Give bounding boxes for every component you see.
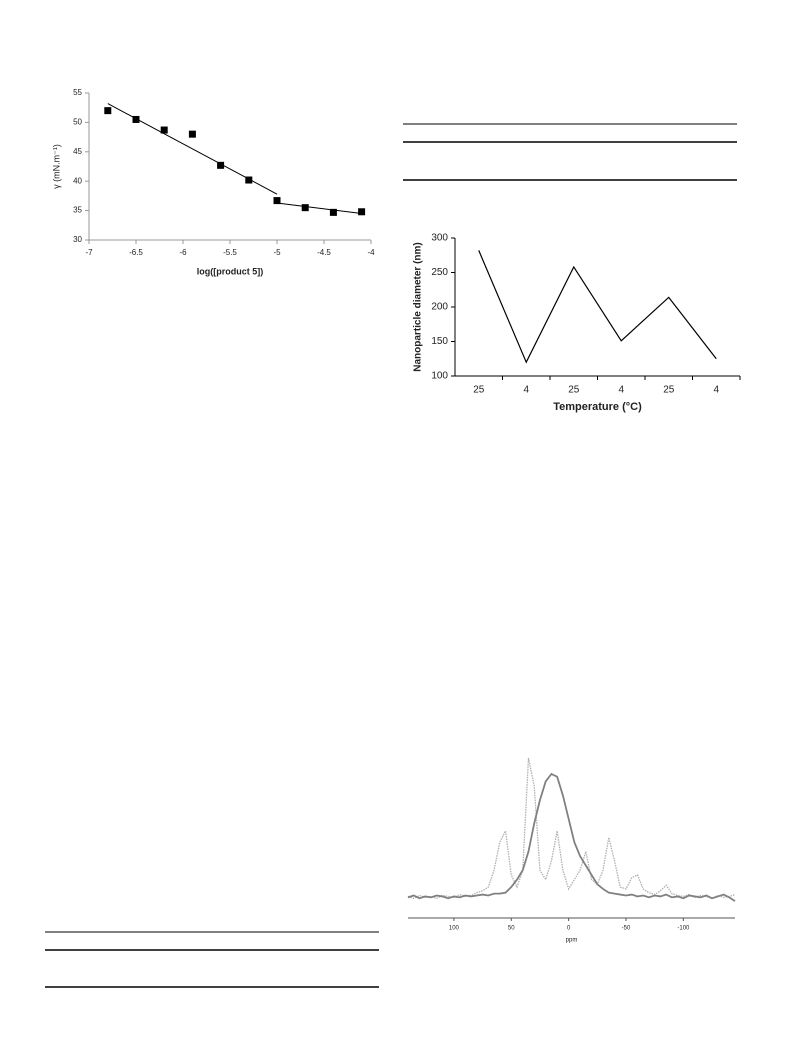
x-tick-label: -5: [273, 248, 281, 257]
y-tick-label: 50: [73, 118, 82, 127]
x-axis-label: log([product 5]): [197, 266, 264, 276]
x-tick-label: -4.5: [317, 248, 331, 257]
data-point: [160, 126, 168, 134]
y-tick-label: 30: [73, 235, 82, 244]
x-tick-label: 4: [713, 385, 719, 396]
y-tick-label: 35: [73, 206, 82, 215]
x-tick-label: -100: [677, 926, 690, 932]
y-tick-label: 150: [431, 336, 448, 347]
data-point: [358, 208, 366, 216]
data-point: [301, 204, 309, 212]
fit-line: [276, 202, 362, 215]
data-point: [104, 107, 112, 115]
x-tick-label: 25: [473, 385, 485, 396]
x-tick-label: 4: [618, 385, 624, 396]
x-tick-label: 0: [567, 926, 571, 932]
x-tick-label: -7: [85, 248, 93, 257]
y-tick-label: 200: [431, 302, 448, 313]
x-tick-label: 4: [523, 385, 529, 396]
x-tick-label: -6: [179, 248, 187, 257]
x-axis-label: ppm: [566, 938, 578, 944]
y-tick-label: 250: [431, 267, 448, 278]
data-point: [329, 208, 337, 216]
y-tick-label: 45: [73, 147, 82, 156]
x-tick-label: 100: [449, 926, 460, 932]
table-rules: [45, 123, 737, 988]
y-tick-label: 55: [73, 88, 82, 97]
y-axis-label: γ (mN.m⁻¹): [51, 144, 61, 189]
data-point: [188, 130, 196, 138]
x-tick-label: 25: [663, 385, 675, 396]
x-tick-label: -5.5: [223, 248, 237, 257]
y-tick-label: 300: [431, 233, 448, 244]
data-point: [273, 197, 281, 205]
data-line: [478, 250, 717, 364]
y-axis-label: Nanoparticle diameter (nm): [413, 242, 424, 371]
data-point: [132, 115, 140, 123]
data-point: [245, 176, 253, 184]
data-point: [217, 161, 225, 169]
x-axis-label: Temperature (°C): [553, 401, 642, 413]
x-tick-label: -6.5: [129, 248, 143, 257]
spectrum-line: [407, 772, 736, 902]
x-tick-label: -50: [622, 926, 631, 932]
x-tick-label: 25: [568, 385, 580, 396]
y-tick-label: 100: [431, 371, 448, 382]
x-tick-label: -4: [367, 248, 375, 257]
x-tick-label: 50: [508, 926, 515, 932]
y-tick-label: 40: [73, 176, 82, 185]
